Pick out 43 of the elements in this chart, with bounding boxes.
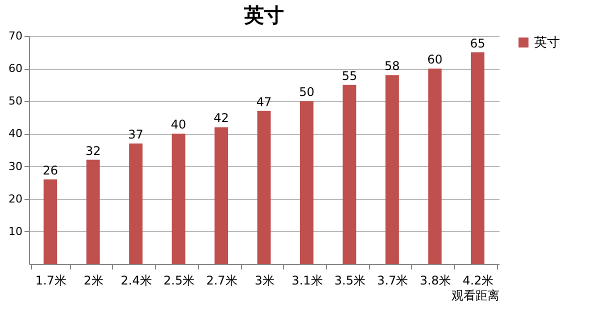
x-tick-label: 3.1米 [292, 274, 323, 288]
x-axis-title: 观看距离 [452, 288, 500, 302]
bar [44, 179, 58, 264]
bar [428, 68, 442, 264]
bar [470, 52, 484, 264]
y-tick-label: 20 [8, 192, 22, 206]
x-tick-label: 3.8米 [420, 274, 451, 288]
data-label: 58 [384, 59, 400, 74]
data-label: 40 [170, 118, 186, 132]
x-tick-label: 1.7米 [35, 274, 66, 288]
x-tick-label: 2米 [84, 274, 104, 288]
bar [214, 127, 228, 264]
bar [300, 101, 314, 264]
data-label: 60 [427, 52, 443, 67]
data-label: 65 [470, 36, 486, 50]
y-tick-label: 60 [8, 62, 22, 76]
bar [257, 110, 271, 264]
data-label: 37 [128, 127, 144, 142]
x-tick-label: 3.7米 [377, 274, 408, 288]
bar [385, 75, 399, 264]
data-label: 55 [342, 68, 358, 83]
data-label: 42 [214, 111, 229, 126]
data-label: 47 [256, 94, 272, 109]
bar [86, 160, 100, 264]
bar [129, 143, 143, 264]
x-tick-label: 3.5米 [334, 274, 366, 288]
legend-label: 英寸 [534, 36, 560, 50]
bar [342, 84, 356, 264]
y-tick-label: 40 [8, 127, 22, 140]
y-tick-label: 30 [8, 160, 22, 173]
x-tick-label: 4.2米 [462, 274, 494, 288]
bar [172, 134, 186, 264]
x-tick-label: 3米 [254, 274, 274, 288]
chart-title: 英寸 [243, 3, 284, 27]
data-label: 32 [85, 144, 101, 158]
x-tick-label: 2.5米 [164, 274, 195, 288]
x-tick-label: 2.7米 [206, 274, 238, 288]
y-tick-label: 10 [8, 224, 22, 238]
y-tick-label: 50 [8, 94, 22, 108]
y-tick-label: 70 [8, 30, 22, 42]
x-tick-label: 2.4米 [120, 274, 152, 288]
data-label: 26 [42, 163, 58, 178]
data-label: 50 [299, 85, 314, 100]
